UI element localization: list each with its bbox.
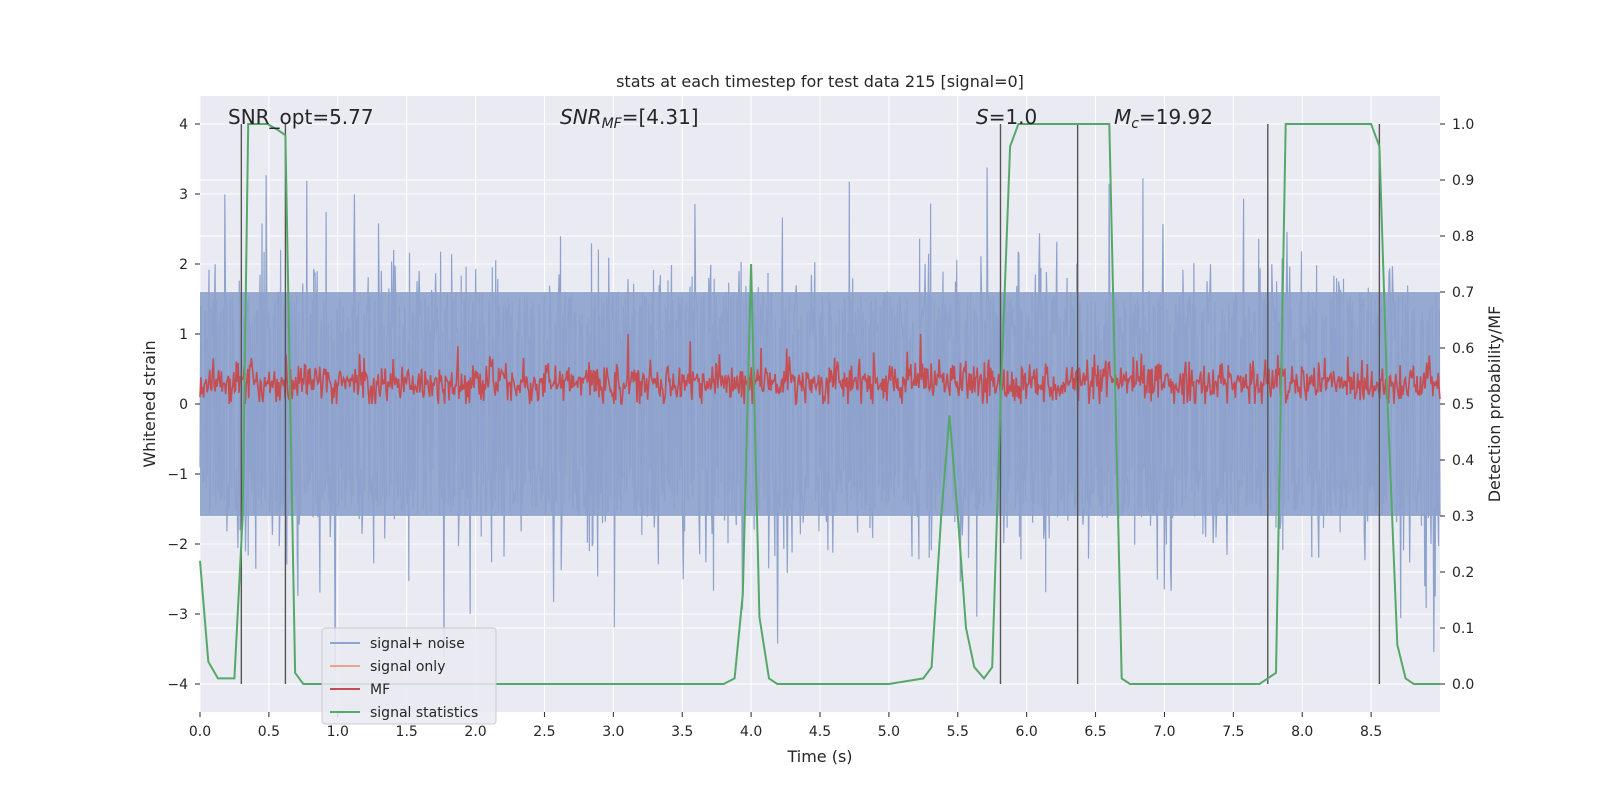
y2-tick-label: 0.1 — [1452, 621, 1474, 637]
x-tick-label: 0.0 — [189, 724, 211, 740]
s-annotation: S=1.0 — [976, 105, 1037, 129]
legend-label: MF — [370, 682, 390, 698]
snr-mf-value: =[4.31] — [622, 105, 699, 129]
y2-tick-label: 0.9 — [1452, 173, 1474, 189]
legend-box — [321, 627, 497, 725]
mc-subscript: c — [1131, 116, 1139, 132]
signal-statistics-line — [199, 123, 1440, 685]
x-tick-label: 1.0 — [327, 724, 349, 740]
y-tick-label: 3 — [179, 187, 188, 203]
legend-label: signal only — [370, 659, 445, 675]
mf-series — [199, 333, 1441, 406]
mc-value: =19.92 — [1139, 105, 1213, 129]
mf-line — [199, 333, 1441, 406]
x-tick-label: 7.5 — [1222, 724, 1244, 740]
x-tick-label: 1.5 — [396, 724, 418, 740]
x-tick-label: 2.5 — [533, 724, 555, 740]
signal-noise-series — [199, 167, 1441, 670]
x-tick-label: 7.0 — [1153, 724, 1175, 740]
y-tick-label: −2 — [167, 537, 188, 553]
y-tick-label: 0 — [179, 397, 188, 413]
y-tick-label: 2 — [179, 257, 188, 273]
x-tick-label: 4.0 — [740, 724, 762, 740]
x-tick-label: 6.5 — [1084, 724, 1106, 740]
legend: signal+ noise signal only MF signal statist… — [321, 627, 497, 725]
y-tick-label: 4 — [179, 117, 188, 133]
y-tick-label: −3 — [167, 607, 188, 623]
x-tick-label: 6.0 — [1016, 724, 1038, 740]
legend-label: signal+ noise — [370, 636, 465, 652]
signal-statistics-series — [199, 123, 1440, 685]
x-tick-label: 3.5 — [671, 724, 693, 740]
s-symbol: S — [976, 105, 989, 129]
mc-annotation: Mc=19.92 — [1114, 105, 1213, 132]
x-tick-label: 8.0 — [1291, 724, 1313, 740]
y2-tick-label: 0.6 — [1452, 341, 1474, 357]
y2-tick-label: 0.4 — [1452, 453, 1474, 469]
x-tick-label: 4.5 — [809, 724, 831, 740]
y-axis-label: Whitened strain — [140, 340, 159, 467]
y2-tick-label: 0.3 — [1452, 509, 1474, 525]
snr-mf-symbol: SNR — [560, 105, 602, 129]
y2-tick-label: 0.5 — [1452, 397, 1474, 413]
x-tick-label: 3.0 — [602, 724, 624, 740]
snr-opt-annotation: SNR_opt=5.77 — [228, 105, 374, 129]
s-value: =1.0 — [989, 105, 1038, 129]
x-tick-label: 5.5 — [947, 724, 969, 740]
x-tick-label: 8.5 — [1360, 724, 1382, 740]
x-axis-label: Time (s) — [786, 747, 852, 766]
snr-mf-subscript: MF — [602, 116, 623, 132]
y2-tick-label: 0.7 — [1452, 285, 1474, 301]
y-tick-label: −1 — [167, 467, 188, 483]
y-axis-ticks: −4 −3 −2 −1 0 1 2 3 4 — [167, 117, 200, 693]
y2-axis-ticks: 0.0 0.1 0.2 0.3 0.4 0.5 0.6 0.7 0.8 0.9 1.0 — [1440, 117, 1474, 693]
vertical-markers — [240, 124, 1381, 684]
y2-tick-label: 0.8 — [1452, 229, 1474, 245]
y2-axis-label: Detection probability/MF — [1485, 306, 1504, 503]
mc-symbol: M — [1114, 105, 1131, 129]
y2-tick-label: 1.0 — [1452, 117, 1474, 133]
y-tick-label: −4 — [167, 677, 188, 693]
snr-mf-annotation: SNRMF=[4.31] — [560, 105, 699, 132]
x-tick-label: 0.5 — [258, 724, 280, 740]
legend-label: signal statistics — [370, 705, 478, 721]
y2-tick-label: 0.0 — [1452, 677, 1474, 693]
x-tick-label: 2.0 — [464, 724, 486, 740]
y2-tick-label: 0.2 — [1452, 565, 1474, 581]
x-axis-ticks: 0.0 0.5 1.0 1.5 2.0 2.5 3.0 3.5 4.0 4.5 5.0 5.5 6.0 6… — [189, 712, 1382, 740]
x-tick-label: 5.0 — [878, 724, 900, 740]
chart-title: stats at each timestep for test data 215… — [616, 72, 1024, 91]
y-tick-label: 1 — [179, 327, 188, 343]
